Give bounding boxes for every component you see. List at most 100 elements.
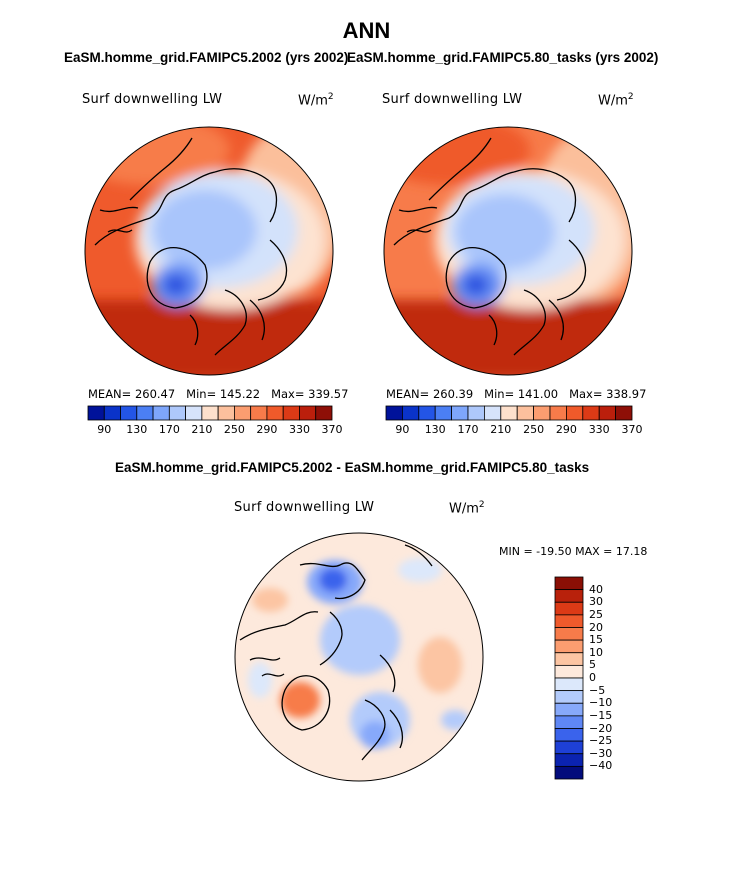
diff-colorbar-level-label: −5 — [589, 683, 606, 697]
colorbar-swatch — [120, 405, 138, 421]
colorbar-swatch — [418, 405, 436, 421]
panel2-variable-label: Surf downwelling LW — [382, 92, 523, 107]
diff-colorbar-swatch — [554, 664, 584, 679]
colorbar-swatch — [516, 405, 535, 421]
diff-europe-coast — [361, 699, 404, 761]
colorbar-swatch — [315, 405, 333, 421]
colorbar-tick-label: 170 — [158, 423, 180, 436]
colorbar-swatch — [385, 405, 403, 421]
diff-colorbar-level-label: 40 — [589, 582, 603, 596]
panel1-arctic-coast-1 — [94, 171, 216, 246]
colorbar-tick-label: 370 — [621, 423, 643, 436]
panel1-greenland-coast — [146, 246, 208, 309]
panel1-colorbar — [87, 405, 333, 421]
diff-colorbar-level-label: −30 — [589, 746, 613, 760]
panel2-stats: MEAN= 260.39 Min= 141.00 Max= 338.97 — [386, 387, 646, 401]
colorbar-swatch — [152, 405, 170, 421]
panel2-warm-south — [384, 300, 632, 375]
diff-pale-blue-se — [441, 710, 469, 730]
colorbar-swatch — [201, 405, 219, 421]
colorbar-swatch — [233, 405, 252, 421]
diff-colorbar-swatch — [554, 753, 584, 767]
panel1-warm-south — [85, 300, 333, 375]
diff-colorbar-swatch — [554, 728, 584, 742]
diff-colorbar-level-label: −10 — [589, 696, 613, 710]
panel1-greenland-core — [163, 274, 189, 296]
colorbar-tick-label: 90 — [395, 423, 410, 436]
colorbar-tick-label: 130 — [126, 423, 148, 436]
panel2-arctic-coast-1 — [393, 171, 515, 246]
diff-arctic-coast-1 — [299, 562, 366, 600]
diff-colorbar-level-label: 20 — [589, 620, 603, 634]
panel1-mean: MEAN= 260.47 — [88, 387, 176, 401]
colorbar-swatch — [87, 405, 105, 421]
diff-variable-label: Surf downwelling LW — [234, 500, 375, 515]
panel2-map — [384, 127, 632, 375]
figure-title: ANN — [342, 18, 391, 43]
panel1-min: Min= 145.22 — [186, 387, 261, 401]
colorbar-swatch — [533, 405, 551, 421]
colorbar-swatch — [483, 405, 502, 421]
panel1-coastlines — [94, 137, 288, 356]
colorbar-swatch — [282, 405, 300, 421]
diff-siberia-coast — [379, 544, 433, 693]
diff-blue-north-core — [319, 568, 347, 592]
panel2-scandinavia-coast — [488, 239, 587, 346]
diff-archipelago — [319, 611, 343, 666]
diff-colorbar-swatch — [554, 601, 584, 616]
panel2-subtitle: EaSM.homme_grid.FAMIPC5.80_tasks (yrs 20… — [347, 50, 659, 65]
panel1-siberia-coast — [214, 168, 278, 223]
panel2-greenland-coast — [445, 246, 507, 309]
diff-colorbar-level-label: 10 — [589, 645, 603, 659]
panel2-greenland-core — [463, 274, 489, 296]
diff-greenland-coast — [281, 675, 331, 731]
panel2-coastlines — [393, 137, 587, 356]
colorbar-tick-label: 330 — [588, 423, 610, 436]
panel2-arctic-coast-2 — [428, 137, 492, 201]
colorbar-swatch — [500, 405, 518, 421]
colorbar-swatch — [299, 405, 317, 421]
diff-warm-greenland — [280, 682, 320, 718]
diff-colorbar-swatch — [554, 576, 584, 591]
colorbar-tick-label: 370 — [321, 423, 343, 436]
diff-colorbar-level-label: −15 — [589, 708, 613, 722]
diff-pale-blue-ne — [398, 558, 442, 582]
colorbar-swatch — [250, 405, 268, 421]
diff-canada-coast — [239, 611, 319, 641]
colorbar-tick-label: 290 — [256, 423, 278, 436]
colorbar-tick-label: 170 — [457, 423, 479, 436]
panel1-stats: MEAN= 260.47 Min= 145.22 Max= 339.57 — [88, 387, 348, 401]
colorbar-swatch — [217, 405, 235, 421]
colorbar-swatch — [434, 405, 453, 421]
diff-colorbar-level-label: −20 — [589, 721, 613, 735]
panel1-subtitle: EaSM.homme_grid.FAMIPC5.2002 (yrs 2002) — [64, 50, 349, 65]
diff-colorbar-level-label: 0 — [589, 671, 596, 684]
panel1-islands — [99, 206, 139, 233]
colorbar-tick-label: 330 — [288, 423, 310, 436]
colorbar-swatch — [185, 405, 203, 421]
panel1-units: W/m2 — [298, 92, 334, 109]
panel1-map — [85, 127, 333, 375]
diff-colorbar-swatch — [554, 690, 584, 704]
colorbar-swatch — [582, 405, 600, 421]
colorbar-tick-label: 250 — [523, 423, 545, 436]
diff-warm-east — [418, 637, 462, 693]
panel2-max: Max= 338.97 — [569, 387, 647, 401]
diff-coastlines — [239, 544, 433, 761]
diff-colorbar-swatch — [554, 639, 584, 654]
panel2-cold-light — [455, 194, 555, 270]
diff-colorbar-swatch — [554, 677, 584, 692]
panel2-map-outline — [383, 126, 633, 376]
diff-colorbar-swatch — [554, 740, 584, 755]
panel1-scandinavia-coast — [189, 239, 288, 346]
panel2-units: W/m2 — [598, 92, 634, 109]
diff-stats: MIN = -19.50 MAX = 17.18 — [499, 545, 648, 558]
colorbar-tick-label: 130 — [424, 423, 446, 436]
panel1-europe-coast — [214, 289, 265, 356]
diff-colorbar-swatch — [554, 614, 584, 628]
colorbar-tick-label: 90 — [97, 423, 112, 436]
diff-map-outline — [234, 532, 484, 782]
diff-pale-blue-w — [248, 662, 272, 698]
colorbar-swatch — [168, 405, 186, 421]
diff-colorbar-swatch — [554, 627, 584, 641]
